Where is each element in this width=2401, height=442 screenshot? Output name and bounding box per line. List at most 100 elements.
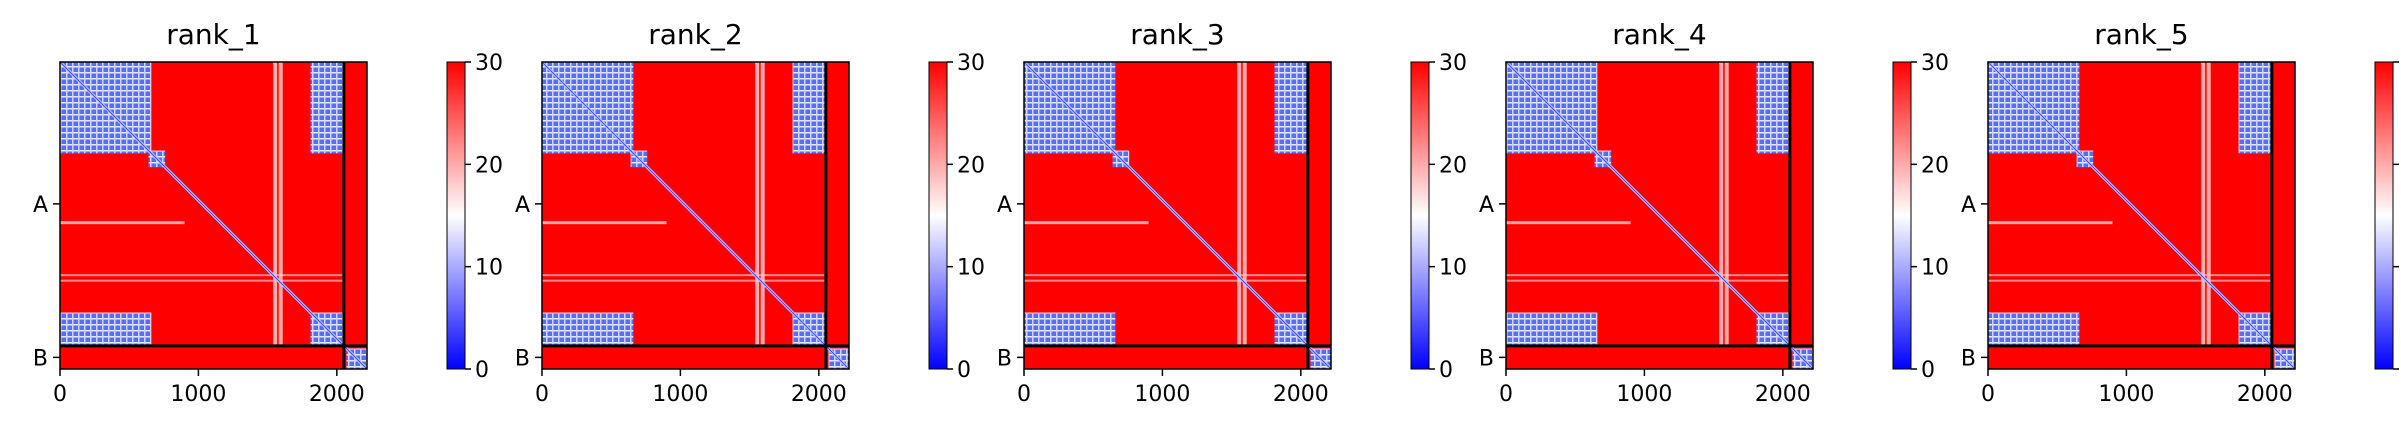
colorbar-tick-label: 0 (1921, 358, 1935, 383)
panel-title: rank_1 (166, 18, 260, 51)
stripe-mark (542, 279, 826, 282)
colorbar-tick-label: 20 (1439, 153, 1467, 178)
colorbar-tick-label: 10 (1439, 256, 1467, 281)
colorbar-tick-label: 20 (475, 153, 503, 178)
y-tick-label: B (515, 346, 530, 371)
colorbar-tick-label: 30 (1439, 51, 1467, 76)
colorbar-tick-label: 0 (475, 358, 489, 383)
x-tick-label: 2000 (791, 382, 847, 407)
y-tick-label: A (1961, 193, 1976, 218)
colorbar-tick-label: 10 (957, 256, 985, 281)
stripe-mark (1024, 274, 1308, 277)
stripe-mark (60, 274, 344, 277)
x-tick-label: 1000 (652, 382, 708, 407)
stripe-mark (2206, 62, 2211, 346)
low-error-block (1506, 312, 1598, 346)
low-error-block (60, 312, 152, 346)
stripe-mark (1237, 62, 1242, 346)
stripe-mark (542, 274, 826, 277)
stripe-mark (2201, 62, 2206, 346)
low-error-block (310, 62, 344, 154)
stripe-mark (1024, 221, 1149, 225)
y-tick-label: A (1479, 193, 1494, 218)
y-tick-label: B (1479, 346, 1494, 371)
colorbar (446, 61, 466, 370)
stripe-mark (1506, 221, 1631, 225)
panel-title: rank_3 (1130, 18, 1224, 51)
colorbar (928, 61, 948, 370)
stripe-mark (1506, 274, 1790, 277)
axes-frame (1505, 61, 1814, 370)
axes-frame (59, 61, 368, 370)
low-error-block (1756, 62, 1790, 154)
stripe-mark (755, 62, 760, 346)
x-tick-label: 1000 (170, 382, 226, 407)
x-tick-label: 0 (1017, 382, 1031, 407)
stripe-mark (1988, 274, 2272, 277)
x-tick-label: 2000 (309, 382, 365, 407)
colorbar (1892, 61, 1912, 370)
colorbar-tick-label: 0 (1439, 358, 1453, 383)
colorbar-tick-label: 30 (1921, 51, 1949, 76)
stripe-mark (1988, 221, 2113, 225)
y-tick-label: B (1961, 346, 1976, 371)
colorbar-tick-label: 30 (957, 51, 985, 76)
panel-5: rank_5010002000AB0102030 (1961, 18, 2399, 407)
stripe-mark (1719, 62, 1724, 346)
y-tick-label: A (33, 193, 48, 218)
diagonal-core (1023, 61, 1332, 370)
x-tick-label: 1000 (2098, 382, 2154, 407)
x-tick-label: 0 (53, 382, 67, 407)
x-tick-label: 2000 (2237, 382, 2293, 407)
low-error-block (2238, 62, 2272, 154)
colorbar-tick-label: 20 (1921, 153, 1949, 178)
stripe-mark (1242, 62, 1247, 346)
diagonal-core (1505, 61, 1814, 370)
diagonal-core (541, 61, 850, 370)
stripe-mark (60, 221, 185, 225)
low-error-block (542, 312, 634, 346)
stripe-mark (542, 221, 667, 225)
x-tick-label: 0 (535, 382, 549, 407)
colorbar-tick-label: 10 (475, 256, 503, 281)
diagonal-core (59, 61, 368, 370)
colorbar-tick-label: 0 (957, 358, 971, 383)
low-error-block (792, 62, 826, 154)
panel-title: rank_5 (2094, 18, 2188, 51)
axes-frame (1987, 61, 2296, 370)
stripe-mark (273, 62, 278, 346)
y-tick-label: B (997, 346, 1012, 371)
colorbar-tick-label: 20 (957, 153, 985, 178)
colorbar-tick-label: 10 (1921, 256, 1949, 281)
x-tick-label: 2000 (1273, 382, 1329, 407)
colorbar (2374, 61, 2394, 370)
x-tick-label: 2000 (1755, 382, 1811, 407)
stripe-mark (1724, 62, 1729, 346)
panel-title: rank_2 (648, 18, 742, 51)
stripe-mark (278, 62, 283, 346)
x-tick-label: 0 (1981, 382, 1995, 407)
y-tick-label: A (515, 193, 530, 218)
colorbar (1410, 61, 1430, 370)
diagonal-core (1987, 61, 2296, 370)
panel-title: rank_4 (1612, 18, 1706, 51)
stripe-mark (1024, 279, 1308, 282)
stripe-mark (1988, 279, 2272, 282)
x-tick-label: 1000 (1616, 382, 1672, 407)
low-error-block (1988, 312, 2080, 346)
low-error-block (1274, 62, 1308, 154)
axes-frame (541, 61, 850, 370)
colorbar-tick-label: 30 (475, 51, 503, 76)
stripe-mark (760, 62, 765, 346)
low-error-block (1024, 312, 1116, 346)
x-tick-label: 0 (1499, 382, 1513, 407)
y-tick-label: A (997, 193, 1012, 218)
x-tick-label: 1000 (1134, 382, 1190, 407)
stripe-mark (60, 279, 344, 282)
